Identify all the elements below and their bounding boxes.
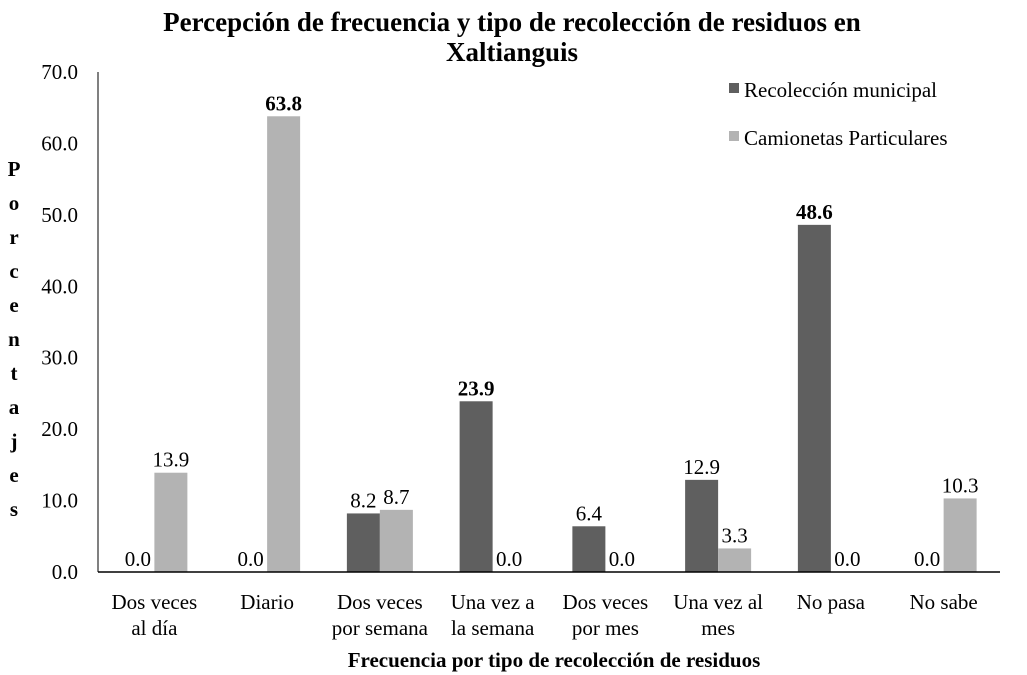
y-tick-label: 10.0 [41, 489, 78, 513]
y-axis: 0.010.020.030.040.050.060.070.0Porcentaj… [8, 60, 99, 584]
x-tick-label: No pasa [797, 590, 866, 614]
data-label: 8.2 [350, 488, 376, 512]
legend-label: Recolección municipal [744, 78, 937, 102]
y-tick-label: 70.0 [41, 60, 78, 84]
bar [267, 116, 301, 573]
x-tick-label: Diario [240, 590, 294, 614]
y-axis-label-letter: r [9, 225, 18, 249]
data-labels: 0.013.90.063.88.2 8.723.90.06.40.012.93.3… [125, 91, 979, 571]
x-tick-label: mes [701, 616, 735, 640]
y-axis-label-letter: t [11, 361, 18, 385]
y-axis-label-letter: e [9, 463, 18, 487]
y-axis-label-letter: P [8, 157, 21, 181]
data-label: 6.4 [576, 501, 603, 525]
data-label: 0.0 [834, 547, 860, 571]
y-tick-label: 0.0 [52, 560, 78, 584]
y-axis-label-letter: j [10, 429, 18, 453]
data-label: 13.9 [153, 448, 190, 472]
data-label: 0.0 [914, 547, 940, 571]
y-axis-label-letter: o [9, 191, 20, 215]
data-label: 23.9 [458, 376, 495, 400]
data-label: 3.3 [722, 523, 748, 547]
x-tick-label: Dos veces [337, 590, 423, 614]
y-axis-label-letter: n [8, 327, 20, 351]
x-tick-label: la semana [451, 616, 535, 640]
x-tick-label: Dos veces [563, 590, 649, 614]
x-tick-label: Dos veces [112, 590, 198, 614]
y-axis-label-letter: s [10, 497, 18, 521]
bar [943, 498, 977, 572]
y-axis-label-letter: e [9, 293, 18, 317]
y-axis-label-letter: a [9, 395, 20, 419]
x-tick-label: al día [131, 616, 178, 640]
bar [379, 509, 413, 572]
data-label: 10.3 [942, 473, 979, 497]
legend-swatch [729, 83, 739, 93]
y-axis-label-letter: c [9, 259, 18, 283]
y-tick-label: 60.0 [41, 131, 78, 155]
legend-label: Camionetas Particulares [744, 126, 948, 150]
chart-title: Percepción de frecuencia y tipo de recol… [163, 7, 861, 67]
data-label: 0.0 [125, 547, 151, 571]
bar [685, 479, 719, 572]
y-tick-label: 20.0 [41, 417, 78, 441]
legend: Recolección municipal Camionetas Particul… [729, 78, 948, 150]
chart-title-line: Xaltianguis [446, 37, 578, 67]
data-label: 12.9 [683, 455, 720, 479]
data-label: 8.7 [383, 485, 409, 509]
data-label: 63.8 [265, 91, 302, 115]
y-tick-label: 50.0 [41, 203, 78, 227]
chart-title-line: Percepción de frecuencia y tipo de recol… [163, 7, 861, 37]
bar [346, 513, 380, 572]
x-axis-title: Frecuencia por tipo de recolección de re… [348, 648, 761, 672]
y-tick-label: 30.0 [41, 346, 78, 370]
bar [718, 548, 752, 572]
x-tick-label: Una vez al [673, 590, 763, 614]
x-tick-label: Una vez a [451, 590, 536, 614]
x-tick-label: por semana [332, 616, 429, 640]
bar [572, 526, 606, 572]
legend-swatch [729, 131, 739, 141]
bars [154, 116, 977, 573]
x-tick-label: por mes [572, 616, 639, 640]
bar [459, 401, 493, 572]
bar [797, 224, 831, 572]
bar [154, 472, 188, 572]
data-label: 0.0 [238, 547, 264, 571]
data-label: 0.0 [496, 547, 522, 571]
y-tick-label: 40.0 [41, 274, 78, 298]
data-label: 0.0 [609, 547, 635, 571]
x-tick-label: No sabe [910, 590, 978, 614]
data-label: 48.6 [796, 200, 833, 224]
